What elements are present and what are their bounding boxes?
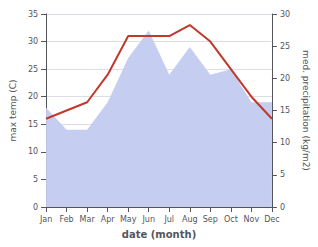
svg-text:Apr: Apr: [101, 215, 116, 224]
svg-text:Jan: Jan: [39, 215, 52, 224]
svg-text:15: 15: [280, 106, 290, 115]
svg-text:5: 5: [280, 170, 285, 179]
svg-text:25: 25: [280, 42, 290, 51]
svg-text:Nov: Nov: [244, 215, 260, 224]
svg-text:Dec: Dec: [264, 215, 279, 224]
svg-text:max temp (C): max temp (C): [8, 79, 18, 141]
svg-text:Aug: Aug: [182, 215, 198, 224]
svg-text:35: 35: [28, 10, 38, 19]
svg-text:date (month): date (month): [122, 229, 196, 240]
svg-text:med. precipitation (kg/m2): med. precipitation (kg/m2): [301, 50, 311, 171]
svg-text:Sep: Sep: [203, 215, 218, 224]
svg-text:30: 30: [280, 10, 290, 19]
svg-text:15: 15: [28, 120, 38, 129]
svg-text:Feb: Feb: [60, 215, 74, 224]
svg-text:5: 5: [33, 175, 38, 184]
svg-text:Oct: Oct: [224, 215, 238, 224]
svg-text:0: 0: [280, 203, 285, 212]
svg-text:30: 30: [28, 37, 38, 46]
svg-text:20: 20: [280, 74, 290, 83]
svg-text:10: 10: [28, 147, 38, 156]
svg-text:25: 25: [28, 65, 38, 74]
svg-text:20: 20: [28, 92, 38, 101]
svg-text:10: 10: [280, 138, 290, 147]
svg-text:Jul: Jul: [163, 215, 174, 224]
svg-text:0: 0: [33, 203, 38, 212]
svg-text:Mar: Mar: [80, 215, 96, 224]
svg-text:May: May: [120, 215, 137, 224]
svg-text:Jun: Jun: [141, 215, 155, 224]
